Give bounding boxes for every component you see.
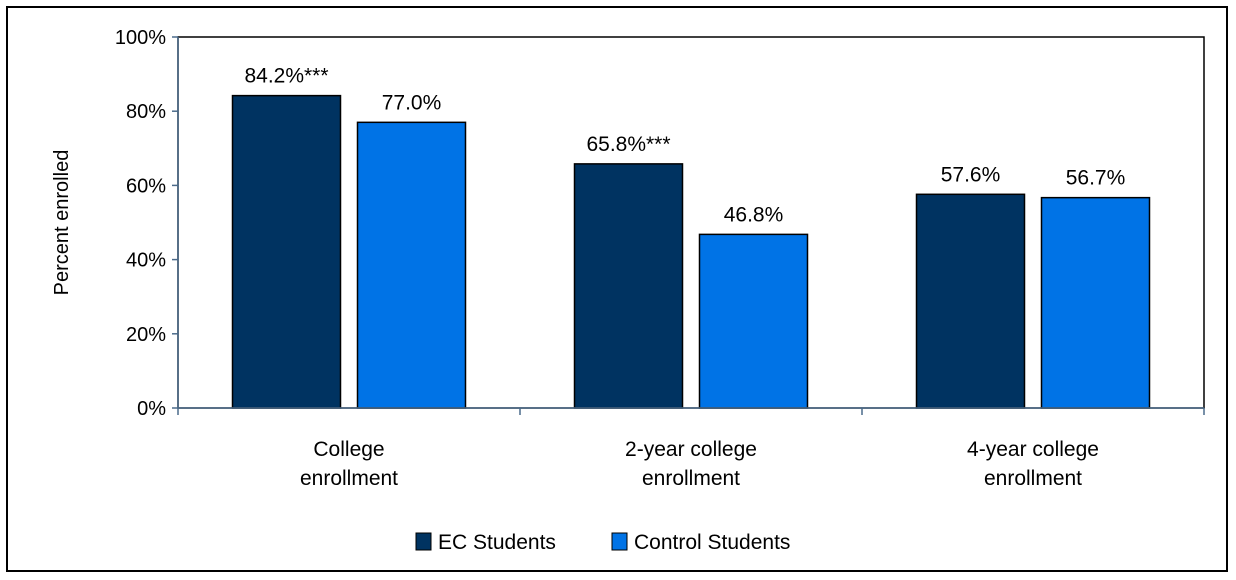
y-tick-label: 40% (126, 250, 166, 272)
bar-control-students (356, 121, 467, 409)
bar-ec-students (231, 94, 342, 409)
bar-ec-students (915, 193, 1026, 409)
bar-ec-students (573, 163, 684, 409)
x-category-label: College enrollment (300, 438, 398, 490)
legend-swatch (611, 532, 628, 551)
legend-label: EC Students (438, 531, 556, 554)
bar-value-label: 56.7% (1066, 167, 1126, 190)
y-tick-label: 20% (126, 324, 166, 346)
y-axis: 0% 20% 40% 60% 80% 100% (115, 27, 179, 420)
bar-control-students (1040, 196, 1151, 409)
y-tick-label: 80% (126, 101, 166, 123)
bar-control-students (698, 233, 809, 409)
legend: EC Students Control Students (415, 531, 790, 554)
bars-group (231, 94, 1151, 409)
bar-value-label: 77.0% (382, 91, 442, 114)
bar-value-label: 84.2%*** (244, 65, 328, 88)
y-tick-label: 100% (115, 27, 166, 49)
bar-value-label: 57.6% (941, 163, 1001, 186)
bar-value-label: 65.8%*** (586, 133, 670, 156)
y-tick-label: 0% (137, 398, 166, 420)
legend-swatch (415, 532, 432, 551)
x-axis: College enrollment 2-year college enrollmen… (177, 407, 1205, 490)
y-tick-label: 60% (126, 175, 166, 197)
data-labels: 84.2%*** 77.0% 65.8%*** 46.8% 57.6% 56.7% (244, 65, 1125, 227)
legend-label: Control Students (634, 531, 790, 554)
x-category-label: 2-year college enrollment (625, 438, 757, 490)
y-axis-title: Percent enrolled (51, 150, 73, 296)
x-category-label: 4-year college enrollment (967, 438, 1099, 490)
bar-value-label: 46.8% (724, 203, 784, 226)
